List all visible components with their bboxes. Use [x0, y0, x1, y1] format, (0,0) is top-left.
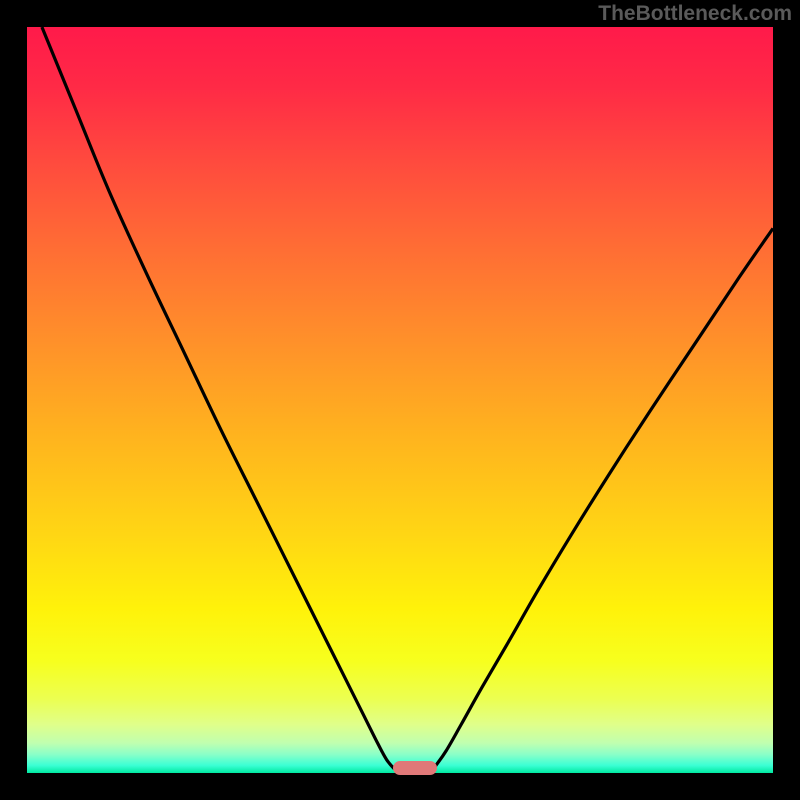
watermark-text: TheBottleneck.com — [598, 2, 792, 26]
chart-container: TheBottleneck.com — [0, 0, 800, 800]
bottleneck-curve — [27, 27, 773, 773]
curve-left-branch — [42, 27, 400, 773]
plot-area — [27, 27, 773, 773]
minimum-marker — [393, 761, 437, 775]
curve-right-branch — [430, 228, 773, 773]
